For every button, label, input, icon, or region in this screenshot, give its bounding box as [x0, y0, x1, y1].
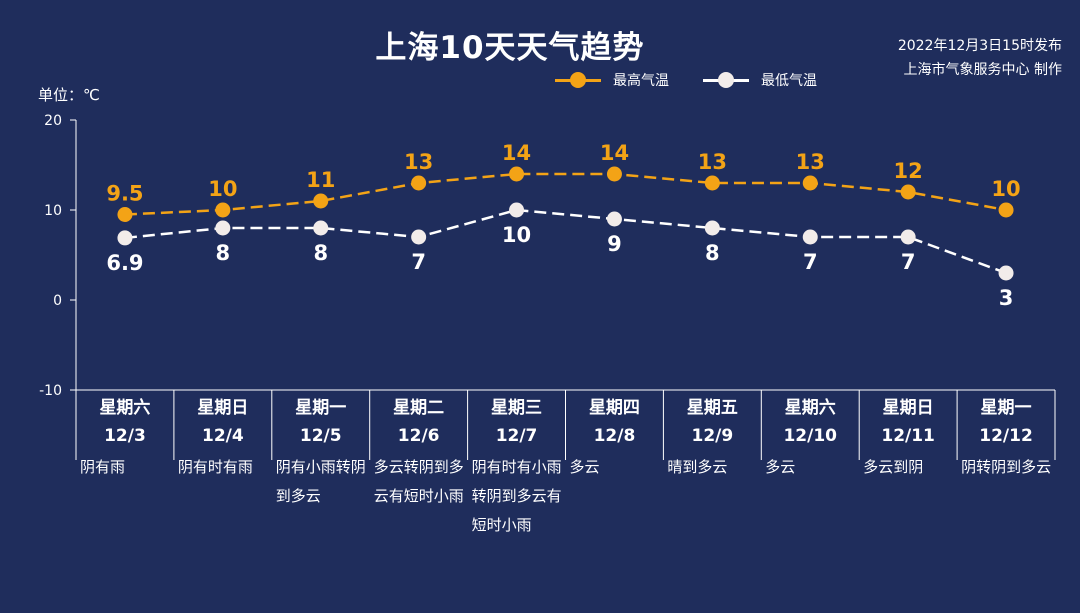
data-point-high	[998, 202, 1014, 218]
day-weekday: 星期五	[686, 398, 738, 418]
day-date: 12/12	[979, 426, 1033, 446]
legend-high-marker	[555, 71, 601, 88]
day-column: 星期一 12/12 阴转阴到多云	[957, 392, 1055, 482]
day-weather: 阴有小雨转阴到多云	[275, 458, 366, 505]
data-label-high: 13	[698, 150, 727, 174]
data-label-high: 9.5	[106, 182, 143, 206]
day-column: 星期日 12/4 阴有时有雨	[174, 392, 272, 482]
data-label-low: 8	[216, 241, 231, 265]
data-point-high	[509, 166, 525, 182]
data-label-high: 10	[991, 177, 1020, 201]
day-weather: 阴有时有小雨转阴到多云有短时小雨	[471, 458, 562, 534]
legend-item-high: 最高气温	[555, 70, 669, 90]
day-weekday: 星期二	[393, 398, 445, 418]
day-weekday: 星期日	[197, 398, 249, 418]
day-date: 12/9	[691, 426, 734, 446]
legend-item-low: 最低气温	[703, 70, 817, 90]
day-weekday: 星期一	[980, 398, 1032, 418]
data-label-high: 10	[208, 177, 237, 201]
issuer-info: 2022年12月3日15时发布 上海市气象服务中心 制作	[898, 34, 1062, 82]
data-label-low: 9	[607, 232, 622, 256]
issuer-org: 上海市气象服务中心 制作	[903, 62, 1062, 78]
data-label-high: 13	[404, 150, 433, 174]
day-weather: 晴到多云	[667, 458, 728, 476]
day-date: 12/7	[495, 426, 538, 446]
issue-time: 2022年12月3日15时发布	[897, 38, 1062, 54]
data-point-low	[606, 211, 622, 227]
data-label-high: 14	[502, 141, 531, 165]
data-label-high: 13	[796, 150, 825, 174]
day-column: 星期四 12/8 多云	[566, 392, 664, 482]
y-axis-unit-label: 单位：℃	[38, 86, 100, 104]
data-label-low: 7	[803, 250, 818, 274]
day-column: 星期六 12/10 多云	[761, 392, 859, 482]
data-point-low	[313, 220, 329, 236]
day-date: 12/11	[881, 426, 935, 446]
data-point-high	[117, 207, 133, 222]
day-column: 星期日 12/11 多云到阴	[859, 392, 957, 482]
data-label-low: 10	[502, 223, 531, 247]
data-point-high	[704, 175, 720, 191]
data-point-low	[215, 220, 231, 236]
data-point-high	[411, 175, 427, 191]
day-date: 12/5	[299, 426, 342, 446]
series-line-high	[124, 172, 1007, 216]
day-weather: 阴有时有雨	[177, 458, 253, 476]
data-label-low: 8	[705, 241, 720, 265]
data-point-high	[313, 193, 329, 209]
day-date: 12/3	[104, 426, 146, 446]
data-point-high	[606, 166, 622, 182]
chart-title: 上海10天天气趋势	[375, 30, 645, 66]
y-tick-label: 10	[44, 203, 62, 219]
day-weekday: 星期一	[295, 398, 347, 418]
day-weather: 多云转阴到多云有短时小雨	[373, 458, 464, 505]
day-date: 12/6	[397, 426, 440, 446]
data-label-high: 14	[600, 141, 629, 165]
data-point-high	[215, 202, 231, 218]
day-weather: 多云	[765, 458, 796, 476]
day-column: 星期一 12/5 阴有小雨转阴到多云	[272, 392, 370, 511]
day-weekday: 星期日	[882, 398, 934, 418]
data-point-low	[704, 220, 720, 236]
y-tick-label: 20	[44, 113, 62, 129]
legend-low-marker	[703, 71, 749, 88]
data-label-low: 6.9	[106, 251, 143, 275]
day-weather: 多云到阴	[863, 458, 924, 476]
data-label-low: 7	[411, 250, 426, 274]
data-point-low	[802, 229, 818, 245]
data-point-low	[509, 202, 525, 218]
data-point-high	[802, 175, 818, 191]
day-weekday: 星期四	[588, 398, 640, 418]
data-point-high	[900, 184, 916, 200]
data-point-low	[411, 229, 427, 245]
day-column: 星期五 12/9 晴到多云	[663, 392, 761, 482]
chart-legend: 最高气温 最低气温	[555, 70, 817, 90]
data-label-low: 7	[901, 250, 916, 274]
day-weekday: 星期六	[784, 398, 836, 418]
day-weekday: 星期六	[99, 398, 151, 418]
day-column: 星期三 12/7 阴有时有小雨转阴到多云有短时小雨	[468, 392, 566, 540]
day-weather: 多云	[569, 458, 600, 476]
y-tick-label: 0	[53, 293, 62, 309]
day-date: 12/4	[201, 426, 244, 446]
day-column: 星期六 12/3 阴有雨	[76, 392, 174, 482]
day-date: 12/10	[783, 426, 837, 446]
day-column: 星期二 12/6 多云转阴到多云有短时小雨	[370, 392, 468, 511]
data-label-low: 3	[999, 286, 1014, 310]
data-point-low	[998, 265, 1014, 281]
day-weekday: 星期三	[491, 398, 543, 418]
legend-high-label: 最高气温	[613, 73, 669, 89]
series-line-low	[124, 208, 1007, 275]
y-tick-label: -10	[39, 383, 62, 399]
day-weather: 阴有雨	[80, 458, 126, 476]
day-date: 12/8	[593, 426, 636, 446]
day-weather: 阴转阴到多云	[961, 458, 1052, 476]
data-point-low	[117, 230, 133, 246]
data-point-low	[900, 229, 916, 245]
data-label-high: 12	[894, 159, 923, 183]
legend-low-label: 最低气温	[761, 73, 817, 89]
data-label-high: 11	[306, 168, 335, 192]
data-label-low: 8	[313, 241, 328, 265]
